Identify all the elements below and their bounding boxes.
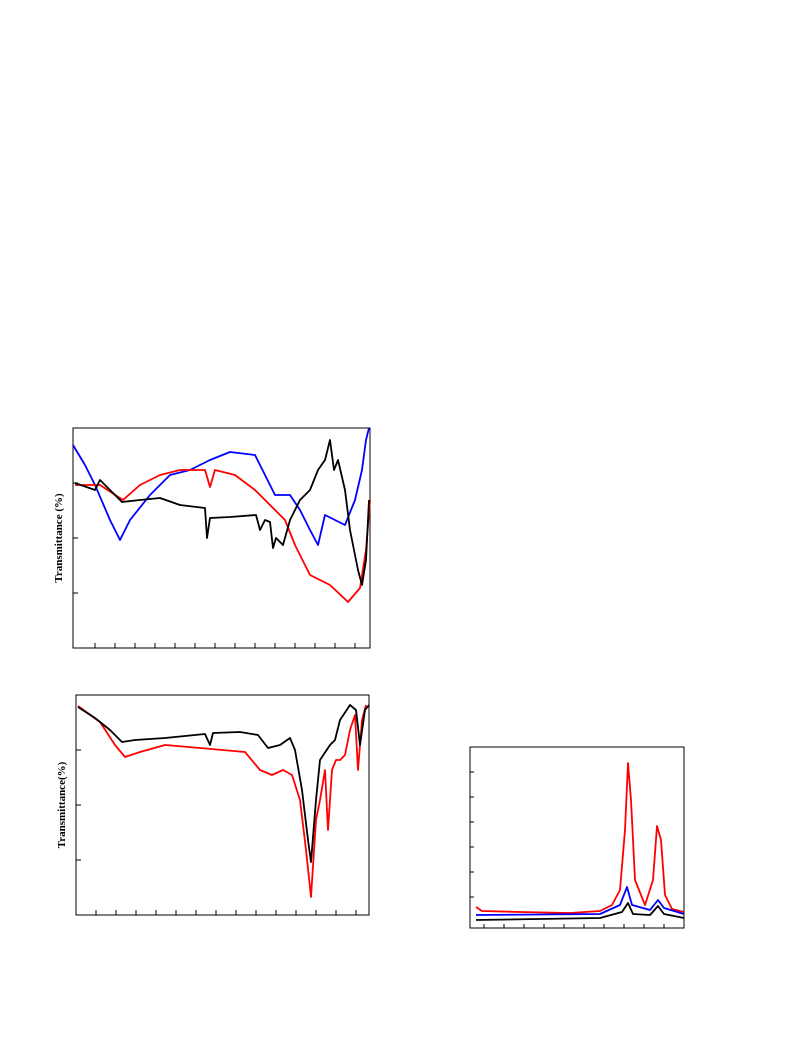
spectrum-red [77, 704, 367, 898]
spectrum-black [74, 439, 370, 586]
tick-marks [470, 771, 665, 928]
tick-marks [73, 482, 356, 648]
spectrum-black [475, 902, 685, 921]
tick-marks [76, 749, 357, 915]
plot-frame [75, 694, 370, 916]
spectrum-blue [72, 427, 370, 546]
y-axis-label: Transmittance (%) [53, 493, 65, 583]
spectrum-red [475, 762, 685, 914]
plot-frame [469, 746, 685, 929]
spectrum-red [75, 469, 371, 603]
plot-frame [72, 427, 371, 649]
figure-a: Transmittance (%) [53, 427, 371, 649]
figure-b: Transmittance(%) [56, 694, 370, 916]
spectrum-blue [475, 886, 685, 916]
y-axis-label: Transmittance(%) [56, 761, 68, 848]
figure-c [469, 746, 685, 929]
spectrum-black [77, 704, 370, 863]
